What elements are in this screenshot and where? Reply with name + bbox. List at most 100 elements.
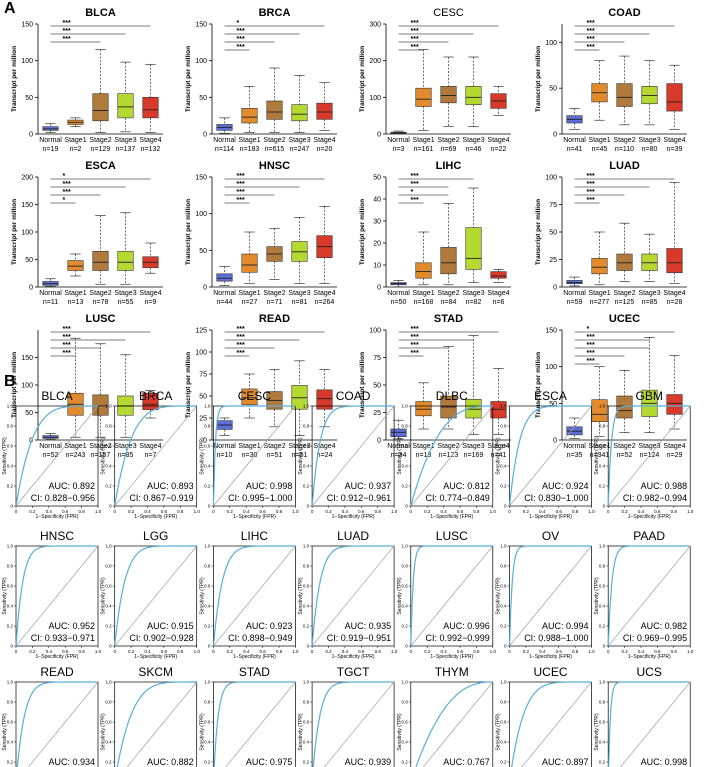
x-tick-label: Stage2 [437,290,459,297]
y-axis-label: Sensitivity (TPR) [199,437,205,475]
box-stage4 [666,248,683,274]
x-tick-label: Stage3 [462,443,484,450]
x-tick-label: Stage3 [288,137,310,144]
y-tick-label: 75 [549,202,557,209]
y-axis-label: Sensitivity (TPR) [101,437,107,475]
y-axis-label: Transcript per million [359,46,366,112]
x-tick-label: Stage1 [64,290,86,297]
significance-label: *** [411,173,419,180]
auc-label: AUC: 0.915 [147,621,194,631]
y-tick-label: 1.0 [7,680,14,685]
x-tick-label: Stage3 [288,290,310,297]
x-tick-label: Stage1 [64,137,86,144]
x-axis-label: 1−Specificity (FPR) [529,654,572,660]
auc-label: AUC: 0.975 [246,757,293,767]
y-tick-label: 0.8 [599,700,606,705]
x-tick-label: 1.0 [194,509,201,514]
box-stage1 [241,253,258,273]
roc-title: READ [40,665,74,679]
roc-title: GBM [636,389,663,403]
significance-label: * [63,197,66,204]
significance-label: *** [411,334,419,341]
roc-diagonal [410,405,494,507]
y-tick-label: 100 [545,175,557,182]
x-tick-label: 0.4 [539,649,546,654]
roc-curve [212,405,296,507]
y-tick-label: 0.4 [204,464,211,469]
y-tick-label: 200 [21,175,33,182]
significance-label: *** [237,197,245,204]
sample-size-label: n=59 [567,299,583,306]
x-tick-label: Stage2 [263,443,285,450]
y-tick-label: 0.6 [500,584,507,589]
y-tick-label: 0.6 [204,444,211,449]
x-axis-label: 1−Specificity (FPR) [628,514,671,520]
y-tick-label: 0.8 [204,424,211,429]
x-tick-label: 0.4 [144,509,151,514]
y-tick-label: 0.4 [599,604,606,609]
x-axis-label: 1−Specificity (FPR) [134,514,177,520]
x-tick-label: 0.4 [440,509,447,514]
significance-label: *** [63,350,71,357]
x-tick-label: Stage4 [487,137,509,144]
x-tick-label: Stage1 [238,137,260,144]
box-stage3 [117,93,134,119]
y-tick-label: 0 [603,644,606,649]
x-tick-label: 0.2 [227,509,234,514]
significance-label: *** [587,334,595,341]
roc-curve [311,545,395,647]
y-axis-label: Sensitivity (TPR) [298,713,304,751]
x-tick-label: 0 [508,509,511,514]
sample-size-label: n=24 [317,452,333,459]
y-tick-label: 0.4 [204,740,211,745]
x-tick-label: Stage3 [638,137,660,144]
x-tick-label: Stage4 [313,290,335,297]
roc-diagonal [509,405,592,507]
roc-diagonal [509,545,592,647]
x-tick-label: 1.0 [391,649,398,654]
y-tick-label: 0.6 [303,444,310,449]
box-stage3 [465,86,482,105]
x-tick-label: Stage4 [313,137,335,144]
y-tick-label: 25 [549,257,557,264]
y-tick-label: 50 [549,230,557,237]
sample-size-label: n=22 [491,146,507,153]
y-tick-label: 0 [377,438,381,445]
ci-label: CI: 0.988−1.000 [524,633,588,643]
y-tick-label: 0 [405,644,408,649]
y-tick-label: 300 [369,22,381,29]
ci-label: CI: 0.969−0.995 [623,633,687,643]
box-title: CESC [433,7,464,19]
sample-size-label: n=51 [267,452,283,459]
x-tick-label: 0.6 [556,649,563,654]
significance-label: *** [63,334,71,341]
x-tick-label: 0 [508,649,511,654]
y-tick-label: 0 [203,438,207,445]
y-tick-label: 0.4 [105,604,112,609]
auc-label: AUC: 0.893 [147,481,194,491]
box-stage4 [142,392,159,411]
box-stage3 [117,250,134,271]
auc-label: AUC: 0.767 [443,757,490,767]
box-stage2 [616,83,633,107]
x-tick-label: 1.0 [490,509,497,514]
y-tick-label: 0.8 [599,564,606,569]
x-tick-label: 0.4 [440,649,447,654]
y-tick-label: 150 [21,202,33,209]
roc-title: UCEC [533,665,567,679]
y-tick-label: 0.4 [500,604,507,609]
y-tick-label: 0.8 [303,700,310,705]
y-axis-label: Sensitivity (TPR) [199,713,205,751]
y-tick-label: 0.2 [204,484,211,489]
roc-diagonal [521,681,592,767]
x-tick-label: 1.0 [588,509,595,514]
roc-diagonal [422,681,494,767]
x-tick-label: 0.6 [457,509,464,514]
x-tick-label: Stage1 [588,443,610,450]
y-tick-label: 0.2 [105,760,112,765]
significance-label: *** [411,44,419,51]
x-tick-label: Stage2 [263,137,285,144]
y-tick-label: 0.4 [303,604,310,609]
y-tick-label: 50 [373,175,381,182]
box-title: LIHC [436,160,462,172]
